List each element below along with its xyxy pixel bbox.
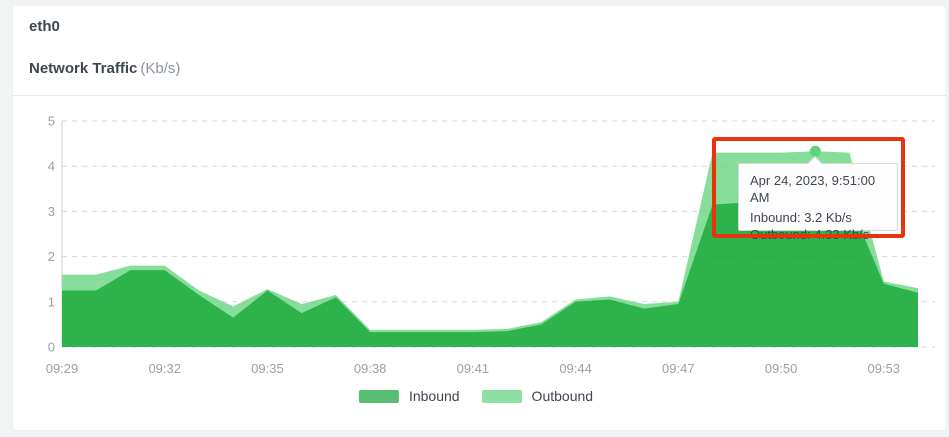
interface-title: eth0 <box>29 18 60 35</box>
legend-item-inbound[interactable]: Inbound <box>358 388 460 404</box>
legend-label-inbound: Inbound <box>408 388 460 404</box>
svg-text:4: 4 <box>48 159 55 174</box>
inbound-swatch-icon <box>358 389 399 403</box>
chart-title-text: Network Traffic <box>29 60 138 77</box>
svg-text:09:32: 09:32 <box>148 361 181 376</box>
svg-text:09:53: 09:53 <box>867 361 900 376</box>
svg-text:09:50: 09:50 <box>765 361 798 376</box>
svg-text:09:38: 09:38 <box>354 361 387 376</box>
outbound-swatch-icon <box>481 389 522 403</box>
network-traffic-card: eth0 Network Traffic (Kb/s) 0 1 2 3 4 5 09:29 09… <box>13 6 946 430</box>
svg-text:1: 1 <box>48 294 55 309</box>
tooltip-outbound-value: Outbound: 4.33 Kb/s <box>750 227 870 242</box>
svg-text:09:47: 09:47 <box>662 361 695 376</box>
svg-text:09:41: 09:41 <box>457 361 490 376</box>
chart-legend: Inbound Outbound <box>358 388 594 404</box>
chart-tooltip: Apr 24, 2023, 9:51:00 AM Inbound: 3.2 Kb… <box>738 155 898 242</box>
legend-label-outbound: Outbound <box>531 388 594 404</box>
tooltip-inbound-value: Inbound: 3.2 Kb/s <box>750 210 852 225</box>
legend-item-outbound[interactable]: Outbound <box>481 388 594 404</box>
svg-text:3: 3 <box>48 204 55 219</box>
network-traffic-area-chart[interactable]: 0 1 2 3 4 5 09:29 09:32 09:35 09:38 09:41 09:44 09:4… <box>13 6 946 430</box>
chart-title: Network Traffic (Kb/s) <box>29 60 180 77</box>
svg-text:0: 0 <box>48 340 55 355</box>
svg-text:09:44: 09:44 <box>559 361 592 376</box>
chart-title-unit: (Kb/s) <box>140 60 181 77</box>
svg-text:2: 2 <box>48 249 55 264</box>
svg-text:5: 5 <box>48 114 55 129</box>
svg-text:09:29: 09:29 <box>46 361 79 376</box>
header-divider <box>13 95 946 96</box>
tooltip-timestamp: Apr 24, 2023, 9:51:00 AM <box>750 173 876 205</box>
svg-text:09:35: 09:35 <box>251 361 284 376</box>
